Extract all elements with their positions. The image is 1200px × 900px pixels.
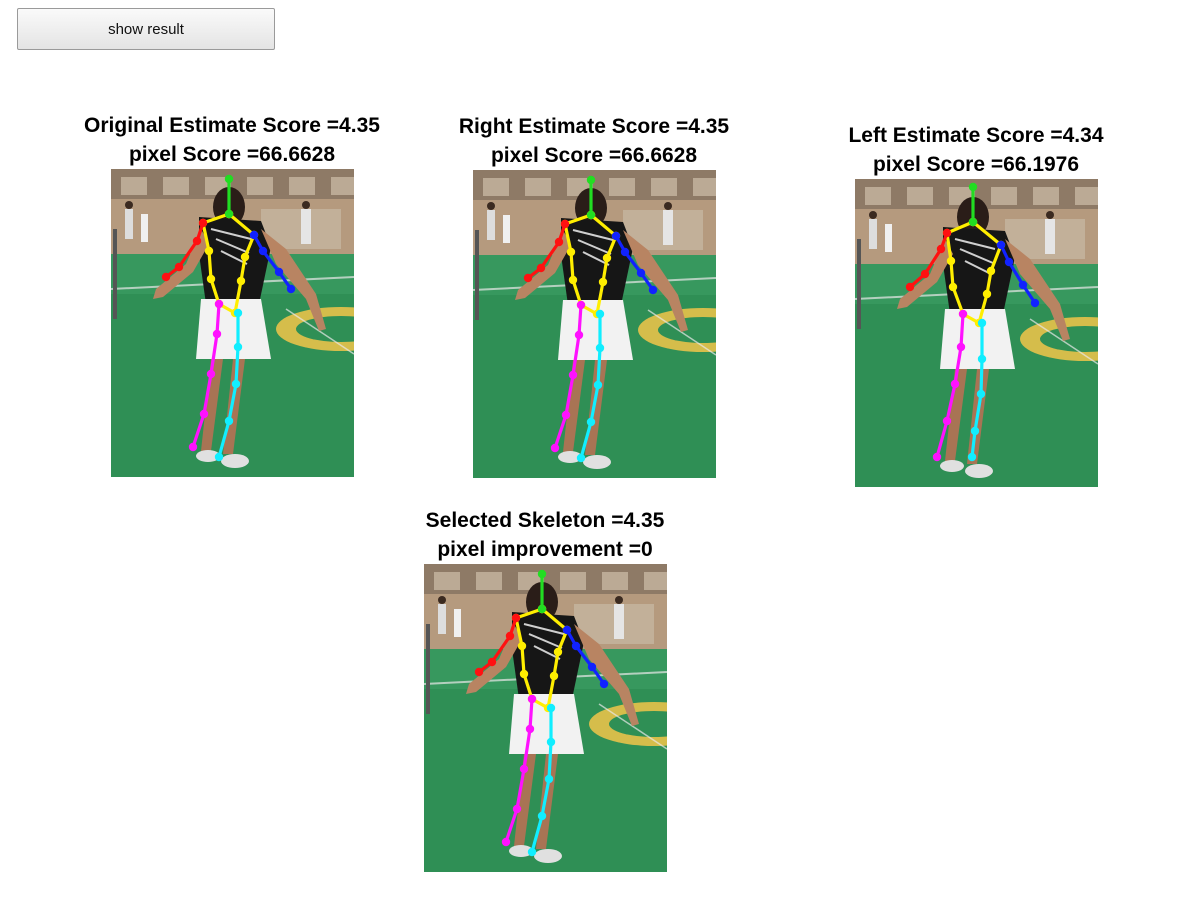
person-skirt [557,300,633,360]
panel-subtitle: pixel Score =66.6628 [490,144,698,167]
panel-subtitle: pixel improvement =0 [437,538,653,561]
person-shirt [942,227,1015,314]
skeleton-right-leg [550,300,585,453]
panel-title: Selected Skeleton =4.35 [425,509,665,532]
panel-subtitle: pixel Score =66.6628 [128,143,336,166]
pose-image [854,179,1098,487]
skeleton-right-leg [501,694,536,847]
panel-subtitle: pixel Score =66.1976 [872,153,1080,176]
panel-title: Left Estimate Score =4.34 [848,124,1104,147]
skeleton-right-arm [905,228,951,292]
skeleton-left-arm [611,231,657,295]
skeleton-right-arm [161,218,207,282]
pose-image [110,169,354,477]
person-skirt [939,309,1015,369]
skeleton-left-arm [996,240,1039,308]
panel-left: Left Estimate Score =4.34 pixel Score =6… [796,121,1156,487]
skeleton-right-arm [474,613,520,677]
skeleton-head [968,182,977,227]
skeleton-right-leg [188,299,223,452]
skeleton-right-leg [932,309,967,462]
show-result-button[interactable]: show result [17,8,275,50]
person-skirt [195,299,271,359]
skeleton-left-leg [576,309,604,463]
panel-title: Right Estimate Score =4.35 [458,115,730,138]
panel-right: Right Estimate Score =4.35 pixel Score =… [414,112,774,478]
skeleton-head [537,569,546,614]
panel-original: Original Estimate Score =4.35 pixel Scor… [52,111,412,477]
skeleton-left-leg [967,318,986,462]
pose-image [472,170,716,478]
skeleton-right-arm [523,219,569,283]
skeleton-head [586,175,595,220]
person-skirt [508,694,584,754]
pose-image [423,564,667,872]
skeleton-left-arm [562,625,608,689]
skeleton-left-leg [214,308,242,462]
skeleton-left-arm [249,230,295,294]
skeleton-head [224,174,233,219]
skeleton-left-leg [527,703,555,857]
panel-selected: Selected Skeleton =4.35 pixel improvemen… [365,506,725,872]
panel-title: Original Estimate Score =4.35 [84,114,380,137]
